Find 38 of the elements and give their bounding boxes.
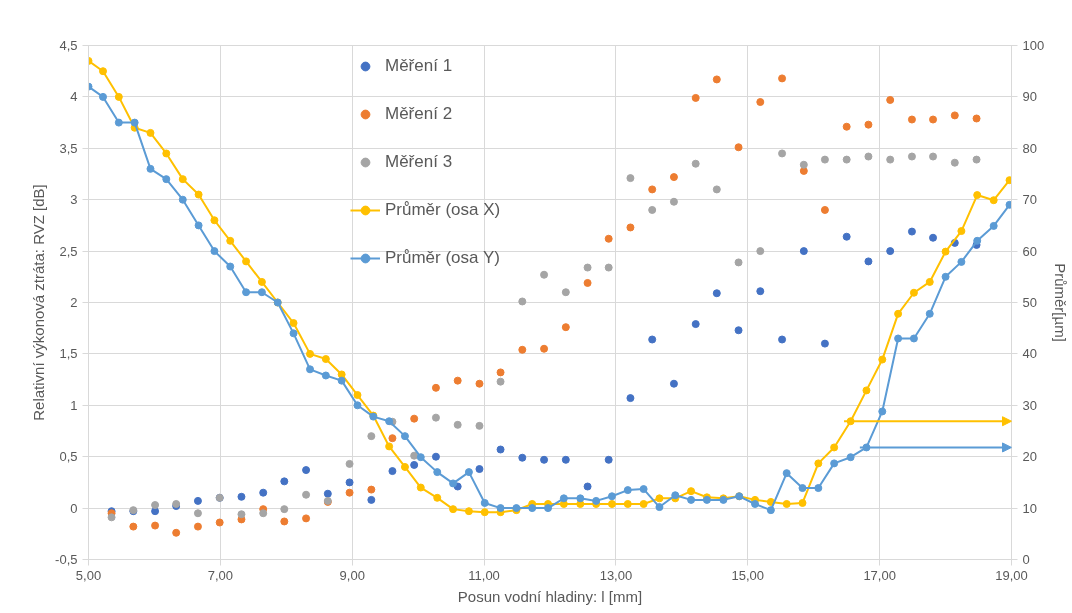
y-tick-label: 1 bbox=[70, 397, 78, 413]
y-tick-label: 4,5 bbox=[59, 38, 78, 53]
y2-tick-label: 70 bbox=[1022, 192, 1037, 208]
y2-tick-label: 50 bbox=[1022, 295, 1037, 310]
y-tick-label: 2,5 bbox=[59, 243, 78, 259]
legend-label: Měření 2 bbox=[385, 103, 453, 125]
x-tick-label: 9,00 bbox=[339, 567, 365, 583]
legend-label: Měření 3 bbox=[385, 151, 453, 173]
y-tick-label: 3,5 bbox=[59, 140, 78, 156]
y2-tick-label: 100 bbox=[1022, 38, 1045, 53]
x-tick-label: 19,00 bbox=[995, 567, 1028, 583]
y2-tick-label: 80 bbox=[1022, 140, 1037, 156]
x-tick-label: 11,00 bbox=[468, 567, 500, 583]
y-tick-label: -0,5 bbox=[55, 552, 78, 567]
x-tick-label: 15,00 bbox=[731, 567, 765, 583]
x-tick-label: 17,00 bbox=[863, 567, 896, 583]
y2-tick-label: 0 bbox=[1022, 552, 1030, 567]
legend-label: Průměr (osa Y) bbox=[385, 247, 500, 269]
y2-axis-title: Průměr[µm] bbox=[1052, 263, 1070, 342]
legend-label: Průměr (osa X) bbox=[385, 199, 501, 221]
y-tick-label: 3 bbox=[70, 192, 78, 208]
x-tick-label: 5,00 bbox=[75, 567, 102, 583]
x-tick-label: 7,00 bbox=[207, 567, 234, 583]
y-tick-label: 0 bbox=[70, 500, 78, 516]
y2-tick-label: 20 bbox=[1022, 449, 1037, 465]
y-tick-label: 0,5 bbox=[59, 449, 78, 465]
y-axis-title: Relativní výkonová ztráta: RVZ [dB] bbox=[30, 184, 48, 421]
y-tick-label: 1,5 bbox=[59, 346, 78, 362]
y2-tick-label: 40 bbox=[1022, 346, 1037, 362]
y2-tick-label: 60 bbox=[1022, 243, 1037, 259]
y2-tick-label: 30 bbox=[1022, 397, 1037, 413]
y-tick-label: 2 bbox=[70, 295, 78, 310]
x-tick-label: 13,00 bbox=[599, 567, 633, 583]
legend-label: Měření 1 bbox=[385, 55, 453, 77]
y-tick-label: 4 bbox=[70, 89, 78, 105]
x-axis-title: Posun vodní hladiny: l [mm] bbox=[457, 587, 643, 605]
y2-tick-label: 10 bbox=[1022, 500, 1037, 516]
y2-tick-label: 90 bbox=[1022, 89, 1037, 105]
